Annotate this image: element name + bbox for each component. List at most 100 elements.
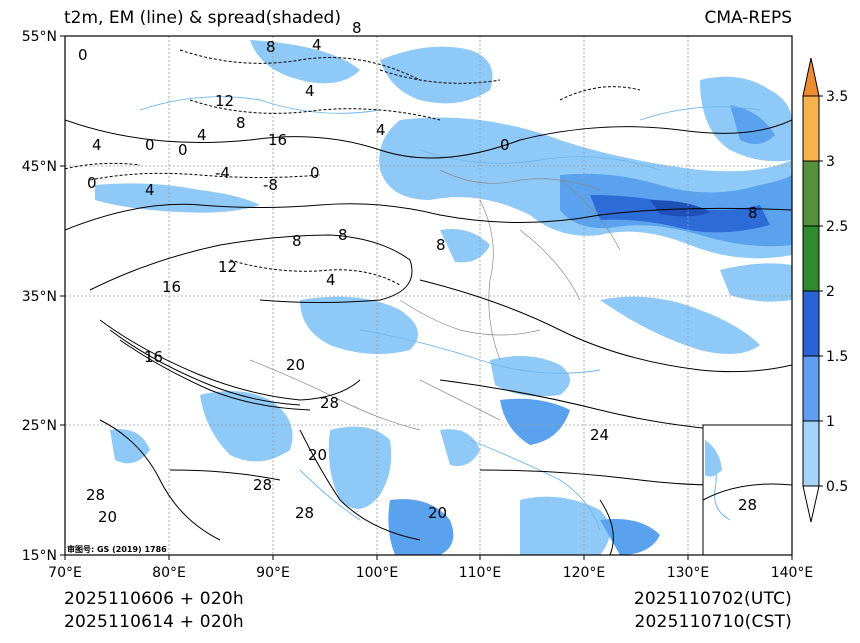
spread-region — [380, 46, 493, 104]
spread-region — [328, 426, 392, 509]
colorbar — [802, 57, 820, 523]
colorbar-label: 0.5 — [826, 479, 848, 495]
contour-label: 0 — [500, 136, 510, 154]
contour-label: 12 — [218, 258, 237, 276]
lon-label: 110°E — [459, 565, 502, 581]
lon-label: 100°E — [356, 565, 399, 581]
lon-label: 70°E — [48, 565, 82, 581]
inset-contour — [702, 483, 792, 501]
page-title-right: CMA-REPS — [704, 8, 792, 28]
lat-label: 55°N — [22, 29, 57, 45]
lon-label: 140°E — [771, 565, 814, 581]
contour-label: 8 — [436, 236, 446, 254]
contour-label: 8 — [266, 38, 276, 56]
lon-label: 80°E — [152, 565, 186, 581]
colorbar-segment — [802, 160, 820, 227]
contour-label: 4 — [376, 121, 386, 139]
contour-label: 8 — [352, 19, 362, 37]
spread-region — [300, 296, 418, 354]
map-credit: 审图号: GS (2019) 1786 — [67, 544, 167, 554]
inset-frame — [702, 424, 792, 555]
contour-label: 16 — [268, 131, 287, 149]
spread-region — [440, 229, 490, 263]
colorbar-segment — [802, 95, 820, 162]
colorbar-label: 3.5 — [826, 89, 848, 105]
contour-label: 8 — [338, 226, 348, 244]
lat-label: 25°N — [22, 418, 57, 434]
spread-region — [600, 296, 760, 354]
contour-label: 8 — [748, 204, 758, 222]
contour-label: 0 — [178, 141, 188, 159]
contour-label: 16 — [144, 348, 163, 366]
latitude-labels: 55°N 45°N 35°N 25°N 15°N — [22, 29, 57, 564]
contour-label: 28 — [295, 504, 314, 522]
colorbar-label: 2.5 — [826, 219, 848, 235]
contour-label: 4 — [312, 36, 322, 54]
colorbar-label: 1.5 — [826, 349, 848, 365]
contour-label: 20 — [286, 356, 305, 374]
spread-region — [490, 356, 570, 397]
coastlines-rivers — [139, 96, 761, 531]
spread-region — [200, 391, 293, 462]
contour-value-labels: 0 8 4 8 12 4 8 16 4 0 4 0 -4 -8 0 4 0 4 … — [78, 19, 758, 526]
contour-label: -8 — [263, 176, 278, 194]
spread-region — [520, 496, 610, 555]
contour-label: 4 — [92, 136, 102, 154]
spread-region — [730, 105, 775, 144]
colorbar-over-triangle — [802, 57, 820, 97]
contour-label: 4 — [145, 181, 155, 199]
contour-label: 20 — [308, 446, 327, 464]
contour-label: 28 — [253, 476, 272, 494]
contour-label: 28 — [738, 496, 757, 514]
colorbar-labels: 0.5 1 1.5 2 2.5 3 3.5 — [826, 89, 848, 495]
contour-label: 8 — [292, 232, 302, 250]
spread-region — [600, 519, 660, 555]
lat-label: 35°N — [22, 289, 57, 305]
axis-ticks — [60, 35, 793, 560]
contour-label: 0 — [87, 174, 97, 192]
spread-region — [440, 429, 480, 466]
contour-label: 4 — [305, 82, 315, 100]
lat-label: 15°N — [22, 548, 57, 564]
colorbar-label: 2 — [826, 284, 835, 300]
colorbar-label: 1 — [826, 414, 835, 430]
contour-label: 28 — [320, 394, 339, 412]
init-time-cst: 2025110614 + 020h — [64, 612, 244, 632]
spread-region — [388, 499, 454, 555]
spread-region — [250, 40, 360, 84]
contour-label: 0 — [145, 136, 155, 154]
longitude-labels: 70°E 80°E 90°E 100°E 110°E 120°E 130°E 1… — [48, 565, 813, 581]
lon-label: 130°E — [667, 565, 710, 581]
valid-time-utc: 2025110702(UTC) — [633, 589, 792, 609]
colorbar-segment — [802, 355, 820, 422]
spread-shading — [95, 40, 792, 555]
spread-region — [720, 263, 792, 302]
colorbar-segment — [802, 420, 820, 487]
contour-label: 0 — [78, 46, 88, 64]
spread-region — [110, 429, 150, 464]
contour-label: 20 — [98, 508, 117, 526]
spread-region — [650, 200, 710, 217]
contour-label: 20 — [428, 504, 447, 522]
colorbar-segment — [802, 290, 820, 357]
contour-label: 16 — [162, 278, 181, 296]
spread-region — [95, 183, 260, 213]
colorbar-segment — [802, 225, 820, 292]
init-time-utc: 2025110606 + 020h — [64, 589, 244, 609]
contour-label: 8 — [236, 114, 246, 132]
lat-label: 45°N — [22, 159, 57, 175]
contour-label: 28 — [86, 486, 105, 504]
contour-label: 12 — [215, 92, 234, 110]
admin-borders — [249, 169, 621, 431]
contour-label: 24 — [590, 426, 609, 444]
negative-contours — [65, 49, 641, 286]
colorbar-ticks — [819, 95, 823, 487]
valid-time-cst: 2025110710(CST) — [634, 612, 792, 632]
contour-label: 4 — [326, 271, 336, 289]
inset-shading — [705, 440, 722, 477]
spread-region — [500, 398, 570, 445]
colorbar-label: 3 — [826, 154, 835, 170]
lon-label: 120°E — [563, 565, 606, 581]
contour-label: 0 — [310, 164, 320, 182]
